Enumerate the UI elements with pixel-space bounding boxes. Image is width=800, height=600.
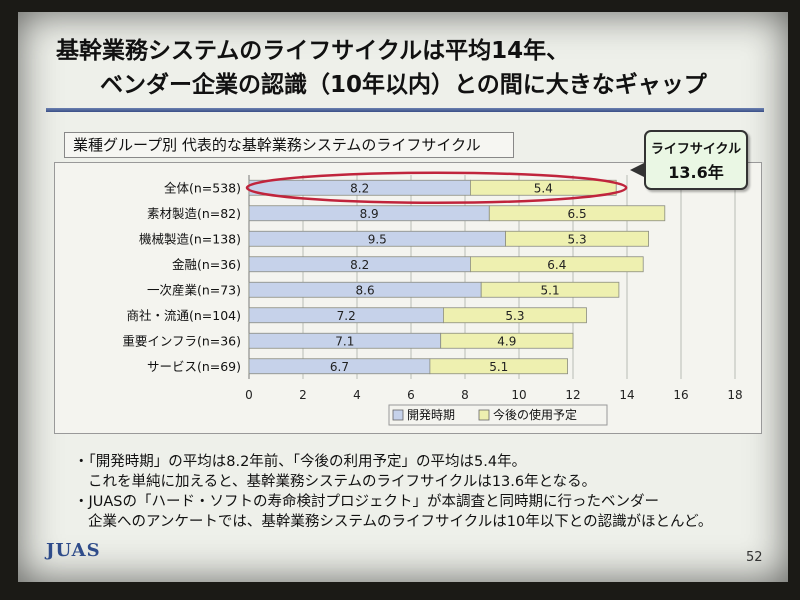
data-label: 8.2 bbox=[350, 181, 369, 195]
data-label: 8.6 bbox=[356, 283, 375, 297]
title-line-1: 基幹業務システムのライフサイクルは平均14年、 bbox=[56, 38, 570, 64]
juas-logo: JUAS bbox=[46, 540, 101, 561]
bullet-line-1: ・「開発時期」の平均は8.2年前、「今後の利用予定」の平均は5.4年。 bbox=[74, 454, 527, 470]
data-label: 6.5 bbox=[568, 207, 587, 221]
data-label: 5.4 bbox=[534, 181, 553, 195]
category-label: 素材製造(n=82) bbox=[147, 206, 241, 221]
data-label: 8.9 bbox=[360, 207, 379, 221]
data-label: 7.1 bbox=[335, 334, 354, 348]
data-label: 5.1 bbox=[489, 360, 508, 374]
x-tick-label: 10 bbox=[511, 388, 526, 402]
category-label: 商社・流通(n=104) bbox=[126, 308, 241, 323]
data-label: 6.4 bbox=[547, 258, 566, 272]
bullet-notes: ・「開発時期」の平均は8.2年前、「今後の利用予定」の平均は5.4年。 これを単… bbox=[74, 452, 774, 532]
data-label: 5.1 bbox=[541, 283, 560, 297]
x-tick-label: 16 bbox=[673, 388, 688, 402]
x-tick-label: 14 bbox=[619, 388, 634, 402]
data-label: 9.5 bbox=[368, 232, 387, 246]
x-tick-label: 6 bbox=[407, 388, 415, 402]
x-tick-label: 12 bbox=[565, 388, 580, 402]
x-tick-label: 18 bbox=[727, 388, 742, 402]
slide: 基幹業務システムのライフサイクルは平均14年、 ベンダー企業の認識（10年以内）… bbox=[18, 12, 788, 582]
category-label: サービス(n=69) bbox=[147, 359, 241, 374]
bar-segment bbox=[469, 256, 644, 273]
lifecycle-callout: ライフサイクル 13.6年 bbox=[644, 130, 748, 190]
category-label: 重要インフラ(n=36) bbox=[122, 333, 241, 348]
data-label: 5.3 bbox=[568, 232, 587, 246]
data-label: 6.7 bbox=[330, 360, 349, 374]
category-label: 一次産業(n=73) bbox=[147, 282, 241, 297]
highlight-ellipse bbox=[245, 171, 628, 204]
x-tick-label: 8 bbox=[461, 388, 469, 402]
bar-segment bbox=[469, 179, 617, 196]
callout-pointer bbox=[630, 162, 646, 178]
callout-label: ライフサイクル bbox=[650, 142, 742, 157]
x-tick-label: 2 bbox=[299, 388, 307, 402]
category-label: 全体(n=538) bbox=[164, 180, 241, 195]
chart-box: 0 2 4 6 8 10 12 14 16 18 全体(n=538) 8.2 5.4 素材製造(n=82)… bbox=[54, 162, 762, 434]
data-label: 8.2 bbox=[350, 258, 369, 272]
bullet-line-2: これを単純に加えると、基幹業務システムのライフサイクルは13.6年となる。 bbox=[88, 474, 597, 490]
bullet-line-3: ・JUASの「ハード・ソフトの寿命検討プロジェクト」が本調査と同時期に行ったベン… bbox=[74, 494, 660, 510]
title-divider bbox=[46, 108, 764, 112]
data-label: 4.9 bbox=[497, 334, 516, 348]
title-line-2: ベンダー企業の認識（10年以内）との間に大きなギャップ bbox=[100, 72, 707, 98]
x-tick-label: 0 bbox=[245, 388, 253, 402]
legend-swatch bbox=[392, 409, 404, 421]
slide-title: 基幹業務システムのライフサイクルは平均14年、 ベンダー企業の認識（10年以内）… bbox=[56, 34, 756, 102]
bar-segment bbox=[488, 205, 666, 222]
callout-value: 13.6年 bbox=[668, 163, 724, 182]
bar-segment bbox=[442, 307, 587, 324]
category-label: 機械製造(n=138) bbox=[139, 231, 241, 246]
bar-segment bbox=[480, 281, 620, 298]
data-label: 5.3 bbox=[505, 309, 524, 323]
bar-chart: 0 2 4 6 8 10 12 14 16 18 全体(n=538) 8.2 5.4 素材製造(n=82)… bbox=[122, 171, 743, 426]
legend-label: 開発時期 bbox=[407, 408, 455, 422]
chart-heading: 業種グループ別 代表的な基幹業務システムのライフサイクル bbox=[64, 132, 514, 158]
x-tick-label: 4 bbox=[353, 388, 361, 402]
legend-label: 今後の使用予定 bbox=[493, 407, 577, 422]
data-label: 7.2 bbox=[337, 309, 356, 323]
bar-segment bbox=[505, 230, 650, 247]
category-label: 金融(n=36) bbox=[172, 257, 241, 272]
bar-segment bbox=[429, 358, 568, 375]
legend-swatch bbox=[478, 409, 490, 421]
bullet-line-4: 企業へのアンケートでは、基幹業務システムのライフサイクルは10年以下との認識がほ… bbox=[88, 514, 713, 530]
bar-segment bbox=[440, 332, 574, 349]
page-number: 52 bbox=[746, 550, 763, 565]
legend-box bbox=[388, 404, 608, 426]
